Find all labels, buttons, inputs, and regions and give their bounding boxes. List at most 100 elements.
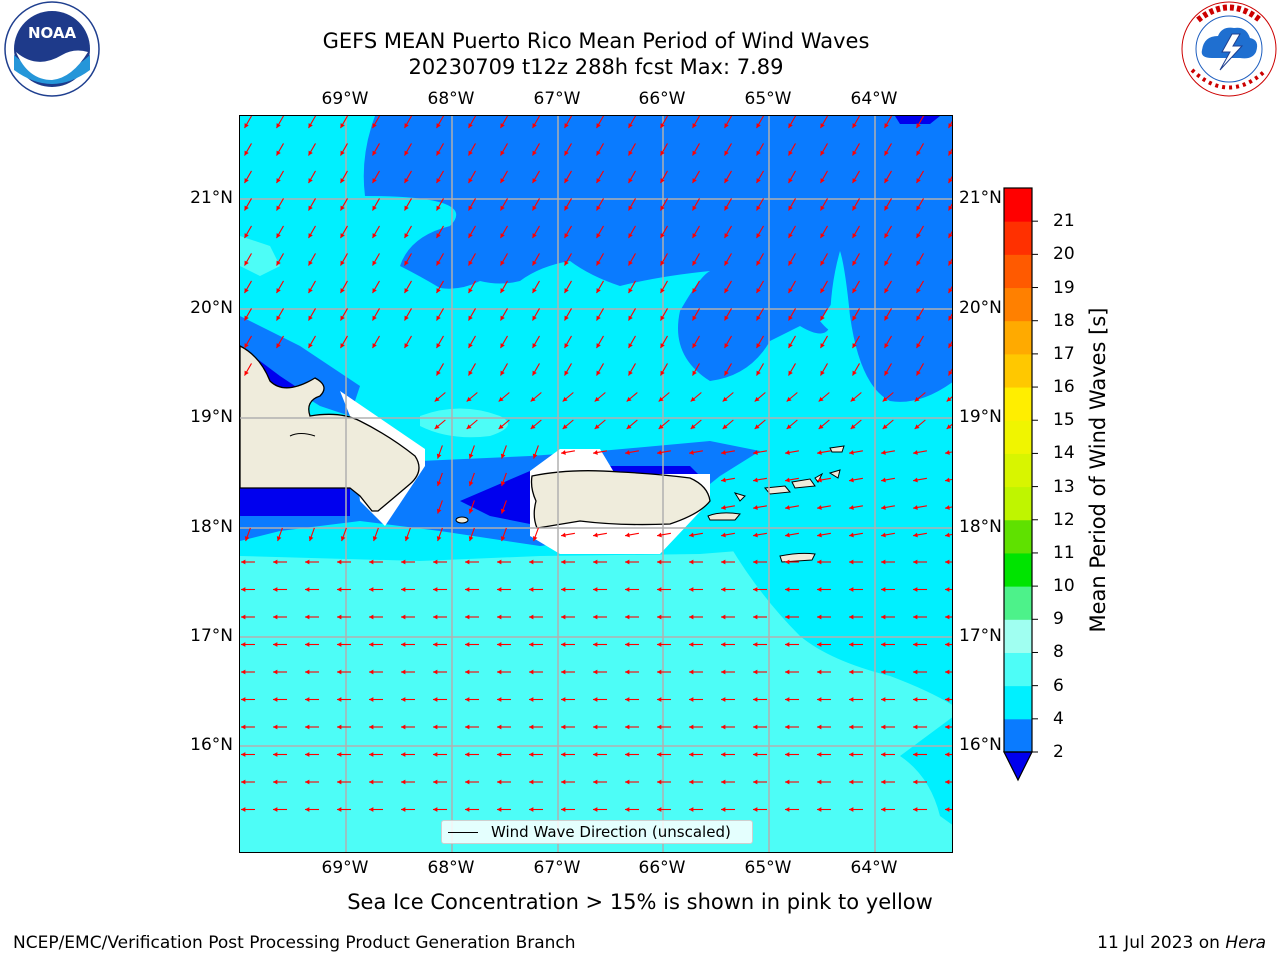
wave-direction-arrow (372, 527, 379, 542)
wave-direction-arrow (532, 527, 539, 542)
wave-direction-arrow (625, 807, 639, 812)
wave-direction-arrow (433, 587, 447, 592)
colorbar-tick-label: 4 (1053, 708, 1064, 729)
wave-direction-arrow (916, 253, 924, 266)
wave-direction-arrow (657, 587, 671, 592)
wave-direction-arrow (849, 669, 863, 675)
wave-direction-arrow (948, 368, 952, 376)
wave-direction-arrow (689, 669, 703, 675)
wave-direction-arrow (818, 419, 830, 430)
colorbar-bin (1004, 519, 1032, 554)
wave-direction-arrow (849, 477, 863, 483)
lat-label-right: 16°N (959, 735, 1002, 755)
wave-direction-arrow (276, 253, 284, 266)
wave-direction-arrow (852, 116, 860, 129)
wave-direction-arrow (817, 669, 831, 675)
wave-direction-arrow (561, 697, 575, 702)
wave-direction-arrow (817, 505, 831, 510)
wave-direction-arrow (945, 532, 952, 538)
wave-period-field-under-2 (460, 471, 540, 526)
wave-direction-arrow (594, 419, 606, 430)
wave-direction-arrow (497, 752, 511, 757)
wave-direction-arrow (753, 614, 767, 620)
wave-direction-arrow (817, 642, 831, 647)
wave-direction-arrow (756, 170, 764, 184)
wave-direction-arrow (626, 392, 638, 402)
wave-direction-arrow (564, 335, 572, 349)
wave-direction-arrow (756, 253, 764, 266)
wave-direction-arrow (721, 532, 735, 538)
wave-direction-arrow (756, 143, 764, 156)
wave-direction-arrow (948, 120, 952, 129)
wave-direction-arrow (337, 559, 351, 565)
wave-direction-arrow (948, 313, 952, 321)
wave-direction-arrow (625, 724, 639, 730)
wave-direction-arrow (372, 198, 380, 211)
wave-direction-arrow (497, 779, 511, 785)
wave-direction-arrow (692, 308, 700, 321)
colorbar-tick-label: 13 (1053, 476, 1075, 497)
wave-direction-arrow (564, 308, 572, 321)
wave-direction-arrow (756, 225, 764, 239)
wave-direction-arrow (692, 363, 700, 376)
wave-direction-arrow (753, 532, 767, 538)
wave-direction-arrow (436, 225, 444, 239)
wave-direction-arrow (756, 335, 764, 349)
wave-direction-arrow (724, 116, 732, 129)
wave-direction-arrow (785, 559, 799, 565)
wave-direction-arrow (660, 363, 668, 376)
wave-direction-arrow (628, 253, 636, 266)
wave-direction-arrow (465, 669, 479, 675)
wave-direction-arrow (852, 143, 860, 156)
colorbar-tick-label: 11 (1053, 542, 1075, 563)
wave-direction-arrow (756, 116, 764, 129)
wave-direction-arrow (881, 477, 895, 483)
wave-direction-arrow (529, 559, 543, 565)
wave-direction-arrow (308, 225, 316, 239)
wave-direction-arrow (945, 779, 952, 785)
wave-direction-arrow (820, 225, 828, 239)
wave-direction-arrow (561, 450, 575, 455)
wave-direction-arrow (625, 669, 639, 675)
colorbar-bin (1004, 685, 1032, 720)
wave-direction-arrow (753, 697, 767, 702)
wave-direction-arrow (913, 614, 927, 620)
wave-direction-arrow (596, 225, 604, 239)
wave-direction-arrow (660, 116, 668, 129)
wave-direction-arrow (436, 308, 444, 321)
wave-direction-arrow (721, 587, 735, 592)
wave-direction-arrow (372, 308, 380, 321)
wave-direction-arrow (657, 724, 671, 730)
wave-direction-arrow (628, 335, 636, 349)
wave-direction-arrow (466, 392, 478, 402)
wave-direction-arrow (881, 669, 895, 675)
wave-direction-arrow (945, 559, 952, 565)
wave-direction-arrow (945, 450, 952, 455)
legend-label: Wind Wave Direction (unscaled) (491, 823, 731, 841)
wave-direction-arrow (817, 450, 831, 455)
wave-direction-arrow (785, 532, 799, 538)
wave-direction-arrow (660, 170, 668, 184)
wave-direction-arrow (692, 253, 700, 266)
wave-direction-arrow (658, 419, 670, 430)
wave-direction-arrow (692, 225, 700, 239)
wave-direction-arrow (916, 170, 924, 184)
wave-direction-arrow (468, 472, 475, 487)
wave-direction-arrow (852, 280, 860, 294)
coast-island (289, 433, 316, 437)
wave-direction-arrow (596, 116, 604, 129)
wave-direction-arrow (788, 253, 796, 266)
footer-producer: NCEP/EMC/Verification Post Processing Pr… (13, 933, 576, 953)
wave-direction-arrow (820, 143, 828, 156)
wave-direction-arrow (596, 335, 604, 349)
wave-direction-arrow (532, 225, 540, 239)
wave-direction-arrow (276, 280, 284, 294)
colorbar-bin (1004, 718, 1032, 753)
colorbar-tick-label: 21 (1053, 211, 1075, 232)
wave-direction-arrow (404, 308, 412, 321)
colorbar-bin (1004, 619, 1032, 653)
wave-direction-arrow (404, 170, 412, 184)
footer-host: Hera (1225, 933, 1266, 953)
graticule (240, 116, 952, 852)
wave-direction-arrow (468, 335, 476, 349)
